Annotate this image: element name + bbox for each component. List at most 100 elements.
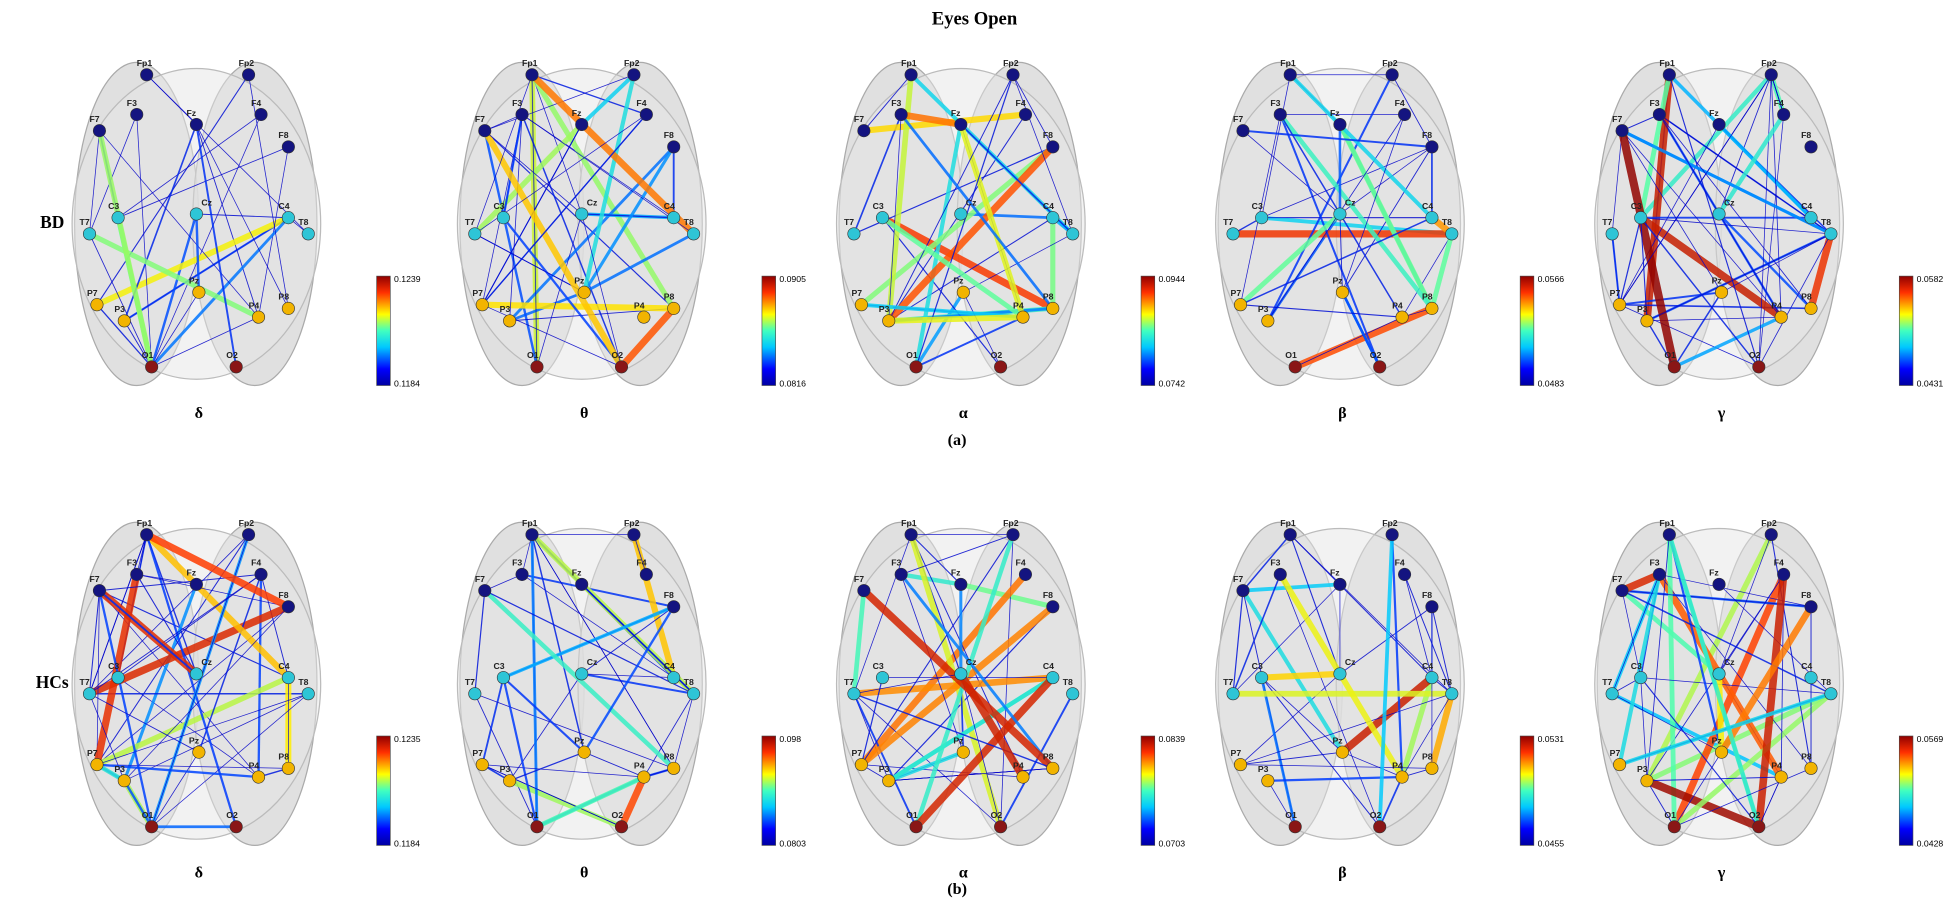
electrode xyxy=(1288,360,1302,374)
connection xyxy=(887,675,1054,783)
electrode-label: F7 xyxy=(1612,114,1622,124)
electrode-label: Cz xyxy=(587,657,598,667)
connection xyxy=(915,316,1024,368)
electrode-label: P8 xyxy=(664,752,675,762)
electrode-label: C4 xyxy=(1043,661,1054,671)
electrode-label: Fz xyxy=(572,108,582,118)
connection xyxy=(1770,74,1785,115)
electrode-label: Fp1 xyxy=(522,518,538,528)
electrode xyxy=(281,761,295,775)
electrode-label: Fz xyxy=(951,108,961,118)
electrode-label: T8 xyxy=(1442,217,1452,227)
connection xyxy=(1718,604,1814,754)
electrode xyxy=(1652,108,1666,122)
connection xyxy=(960,673,1001,827)
connection xyxy=(1295,316,1403,368)
electrode xyxy=(503,314,517,328)
electrode-label: Pz xyxy=(574,735,585,745)
electrode xyxy=(575,667,589,681)
electrode xyxy=(627,68,641,82)
electrode-label: P3 xyxy=(879,764,890,774)
colorbar-max: 0.0531 xyxy=(1538,734,1565,744)
electrode-label: F7 xyxy=(89,114,99,124)
connection xyxy=(1646,776,1782,782)
electrode-label: Pz xyxy=(1332,735,1343,745)
electrode xyxy=(281,301,295,315)
colorbar-max: 0.0569 xyxy=(1917,734,1944,744)
electrode xyxy=(189,207,203,221)
connection xyxy=(1240,751,1343,766)
electrode-label: O1 xyxy=(142,350,154,360)
row-label: HCs xyxy=(36,672,69,692)
electrode-label: P7 xyxy=(1231,748,1242,758)
connection xyxy=(1640,677,1760,828)
electrode xyxy=(90,758,104,772)
connection xyxy=(89,233,153,368)
electrode xyxy=(1640,774,1654,788)
electrode xyxy=(1752,360,1766,374)
electrode xyxy=(854,758,868,772)
connection xyxy=(98,589,198,675)
connection xyxy=(1671,573,1787,829)
electrode-label: F7 xyxy=(1612,574,1622,584)
connection xyxy=(484,114,523,132)
electrode xyxy=(1640,314,1654,328)
electrode-label: Fz xyxy=(186,568,196,578)
connection xyxy=(96,304,153,368)
electrode xyxy=(1774,310,1788,324)
connection xyxy=(1288,73,1434,220)
connection xyxy=(1638,214,1784,321)
electrode-label: P7 xyxy=(87,748,98,758)
connection xyxy=(1673,751,1722,827)
electrode-label: T8 xyxy=(1442,677,1452,687)
connection xyxy=(880,214,1055,312)
colorbar xyxy=(761,275,776,386)
connection xyxy=(1621,589,1832,695)
connection xyxy=(1279,574,1381,827)
electrode xyxy=(1667,360,1681,374)
electrode-label: P4 xyxy=(1392,760,1403,770)
connection xyxy=(1339,146,1433,215)
electrode-label: O2 xyxy=(226,810,238,820)
electrode-label: P7 xyxy=(1610,748,1621,758)
electrode xyxy=(192,285,206,299)
electrode-label: F8 xyxy=(664,590,674,600)
connection xyxy=(581,213,674,219)
colorbar xyxy=(1898,275,1914,386)
electrode-label: Fp2 xyxy=(239,518,255,528)
band-label: δ xyxy=(195,405,203,422)
electrode xyxy=(1018,567,1032,581)
connection xyxy=(1618,129,1679,368)
electrode-label: F4 xyxy=(636,98,646,108)
connection xyxy=(474,693,674,769)
electrode xyxy=(468,687,482,701)
electrode-label: T8 xyxy=(1821,677,1831,687)
connection xyxy=(643,693,694,778)
electrode-label: Fz xyxy=(186,108,196,118)
electrode xyxy=(1006,528,1020,542)
electrode xyxy=(1425,301,1439,315)
electrode xyxy=(145,360,159,374)
connection xyxy=(1659,574,1812,769)
electrode xyxy=(1236,584,1250,598)
electrode xyxy=(875,671,890,685)
brain-outline xyxy=(1594,67,1844,380)
electrode xyxy=(496,211,510,225)
electrode-label: O2 xyxy=(612,810,624,820)
electrode-label: P3 xyxy=(114,304,125,314)
connection xyxy=(502,216,623,368)
electrode-label: F4 xyxy=(251,558,261,568)
electrode-label: O1 xyxy=(906,810,918,820)
connection xyxy=(1619,291,1722,306)
electrode-label: Pz xyxy=(574,276,585,286)
electrode-label: Fp2 xyxy=(1382,58,1398,68)
electrode xyxy=(667,211,681,225)
electrode-label: C4 xyxy=(278,661,289,671)
connection xyxy=(900,113,1054,310)
connection xyxy=(509,114,523,321)
connection xyxy=(89,534,148,694)
connection xyxy=(863,74,912,131)
connection xyxy=(1391,74,1433,148)
connection xyxy=(1261,146,1433,219)
electrode-label: P4 xyxy=(249,300,260,310)
